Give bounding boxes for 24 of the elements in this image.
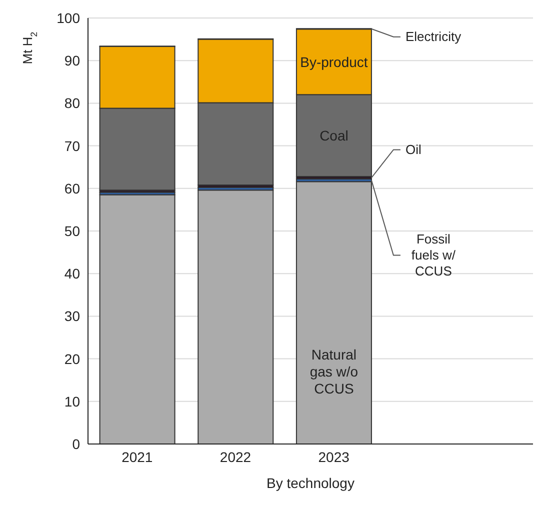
- y-tick-label: 20: [64, 350, 80, 367]
- x-tick-label: 2023: [318, 448, 350, 465]
- y-tick-label: 30: [64, 308, 80, 324]
- y-tick-label: 0: [72, 436, 80, 452]
- bar: [296, 181, 372, 444]
- y-tick-label: 50: [64, 222, 80, 239]
- x-axis-title: By technology: [266, 475, 354, 491]
- bar: [99, 194, 176, 444]
- y-tick-label: 80: [64, 95, 80, 112]
- series-label: Coal: [320, 128, 348, 144]
- text: Electricity: [405, 28, 462, 44]
- series-label: Natural gas w/o CCUS: [310, 346, 358, 397]
- y-tick-label: 90: [64, 52, 80, 69]
- y-tick-label: 60: [64, 180, 80, 196]
- bar: [198, 190, 274, 444]
- y-tick-label: 40: [64, 266, 80, 282]
- x-tick-label: 2021: [122, 448, 153, 465]
- y-tick-label: 70: [64, 138, 80, 154]
- x-tick-label: 2022: [220, 448, 252, 465]
- text: Fossil fuels w/ CCUS: [411, 231, 456, 278]
- y-tick-label: 10: [64, 393, 80, 410]
- series-label: By-product: [300, 54, 368, 70]
- y-tick-label: 100: [56, 10, 80, 26]
- text: Oil: [405, 142, 422, 157]
